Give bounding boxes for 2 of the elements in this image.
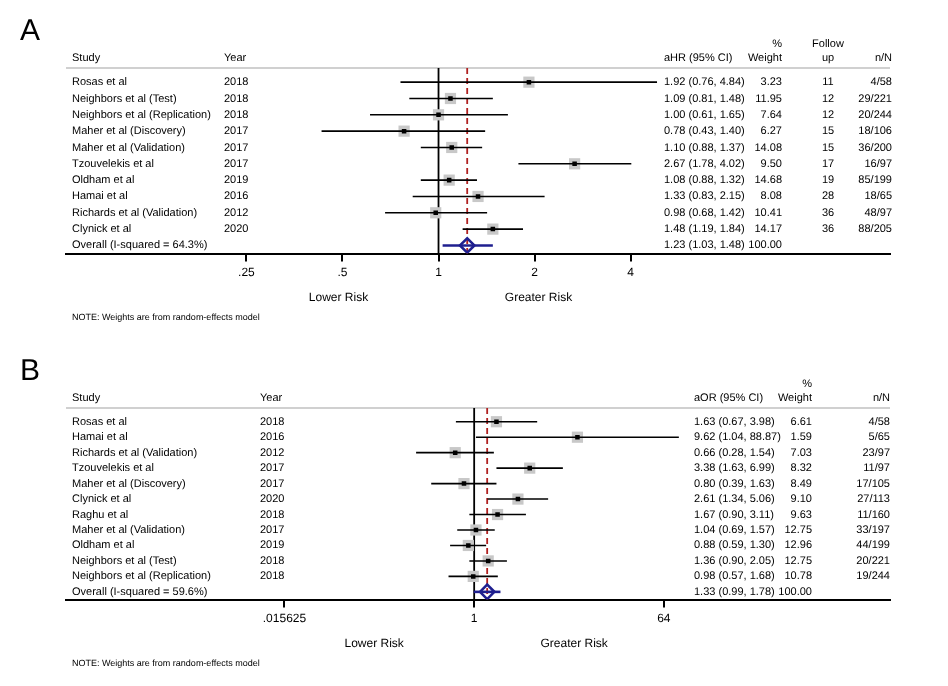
- chart-title: A: [20, 14, 41, 48]
- chart-title: B: [20, 354, 41, 388]
